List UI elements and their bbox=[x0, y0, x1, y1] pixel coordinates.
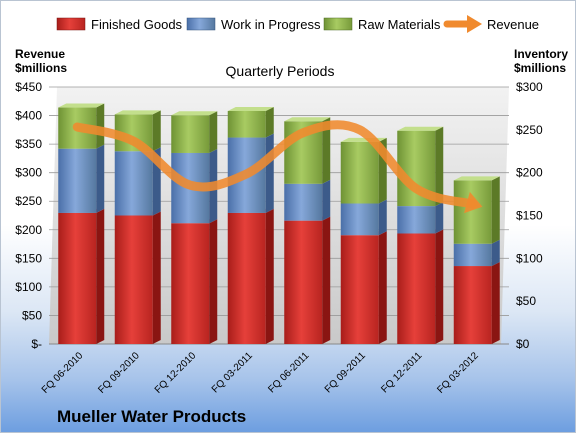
left-tick-label: $250 bbox=[15, 194, 42, 208]
x-tick-label: FQ 09-2010 bbox=[96, 350, 142, 396]
revenue-line bbox=[72, 120, 478, 209]
legend-label-finished-goods: Finished Goods bbox=[91, 17, 183, 32]
right-tick-label: $50 bbox=[516, 294, 536, 308]
revenue-arrowhead bbox=[464, 191, 483, 214]
left-axis-title-line2: $millions bbox=[15, 61, 67, 75]
legend-label-raw-materials: Raw Materials bbox=[358, 17, 441, 32]
plot-back-wall bbox=[49, 87, 509, 344]
right-axis-title-line2: $millions bbox=[514, 61, 566, 75]
legend: Finished Goods Work in Progress Raw Mate… bbox=[56, 15, 539, 33]
x-tick-label: FQ 06-2011 bbox=[266, 350, 311, 395]
legend-swatch-finished-goods bbox=[56, 17, 86, 31]
right-tick-label: $250 bbox=[516, 123, 543, 137]
bar-finished-goods bbox=[114, 211, 161, 344]
chart-subtitle: Quarterly Periods bbox=[226, 63, 335, 79]
x-tick-label: FQ 09-2011 bbox=[323, 350, 368, 395]
bar-finished-goods bbox=[284, 216, 331, 344]
bar-work-in-progress bbox=[397, 202, 444, 234]
x-tick-label: FQ 03-2012 bbox=[435, 350, 481, 396]
bar-raw-materials bbox=[453, 176, 500, 244]
bar-raw-materials bbox=[227, 106, 274, 138]
left-axis-title-line1: Revenue bbox=[15, 47, 65, 61]
left-tick-label: $200 bbox=[15, 223, 42, 237]
right-tick-label: $100 bbox=[516, 251, 543, 265]
bar-work-in-progress bbox=[114, 147, 161, 216]
x-tick-label: FQ 12-2010 bbox=[153, 350, 199, 396]
x-tick-label: FQ 06-2010 bbox=[40, 350, 86, 396]
bar-work-in-progress bbox=[58, 144, 105, 213]
revenue-line-layer bbox=[72, 120, 483, 214]
legend-swatch-raw-materials bbox=[323, 17, 353, 31]
left-tick-label: $50 bbox=[22, 308, 42, 322]
bar-raw-materials bbox=[340, 137, 387, 204]
x-tick-label: FQ 03-2011 bbox=[210, 350, 255, 395]
left-tick-label: $100 bbox=[15, 280, 42, 294]
right-tick-label: $300 bbox=[516, 80, 543, 94]
bar-raw-materials bbox=[171, 111, 218, 153]
company-name: Mueller Water Products bbox=[57, 407, 246, 426]
left-tick-label: $- bbox=[31, 337, 42, 351]
left-tick-label: $450 bbox=[15, 80, 42, 94]
left-tick-label: $400 bbox=[15, 109, 42, 123]
bar-finished-goods bbox=[58, 208, 105, 344]
bar-finished-goods bbox=[397, 229, 444, 344]
right-tick-label: $200 bbox=[516, 166, 543, 180]
bar-finished-goods bbox=[340, 231, 387, 344]
bar-finished-goods bbox=[453, 262, 500, 344]
left-tick-label: $150 bbox=[15, 251, 42, 265]
legend-swatch-work-in-progress bbox=[186, 17, 216, 31]
right-tick-label: $0 bbox=[516, 337, 530, 351]
bar-work-in-progress bbox=[284, 179, 331, 221]
legend-label-work-in-progress: Work in Progress bbox=[221, 17, 321, 32]
left-tick-label: $300 bbox=[15, 166, 42, 180]
bar-work-in-progress bbox=[340, 199, 387, 236]
right-axis-title-line1: Inventory bbox=[514, 47, 568, 61]
bar-finished-goods bbox=[171, 219, 218, 344]
bar-finished-goods bbox=[227, 208, 274, 344]
legend-arrow-revenue bbox=[467, 15, 482, 33]
right-tick-label: $150 bbox=[516, 209, 543, 223]
legend-label-revenue: Revenue bbox=[487, 17, 539, 32]
left-tick-label: $350 bbox=[15, 137, 42, 151]
x-tick-label: FQ 12-2011 bbox=[379, 350, 424, 395]
